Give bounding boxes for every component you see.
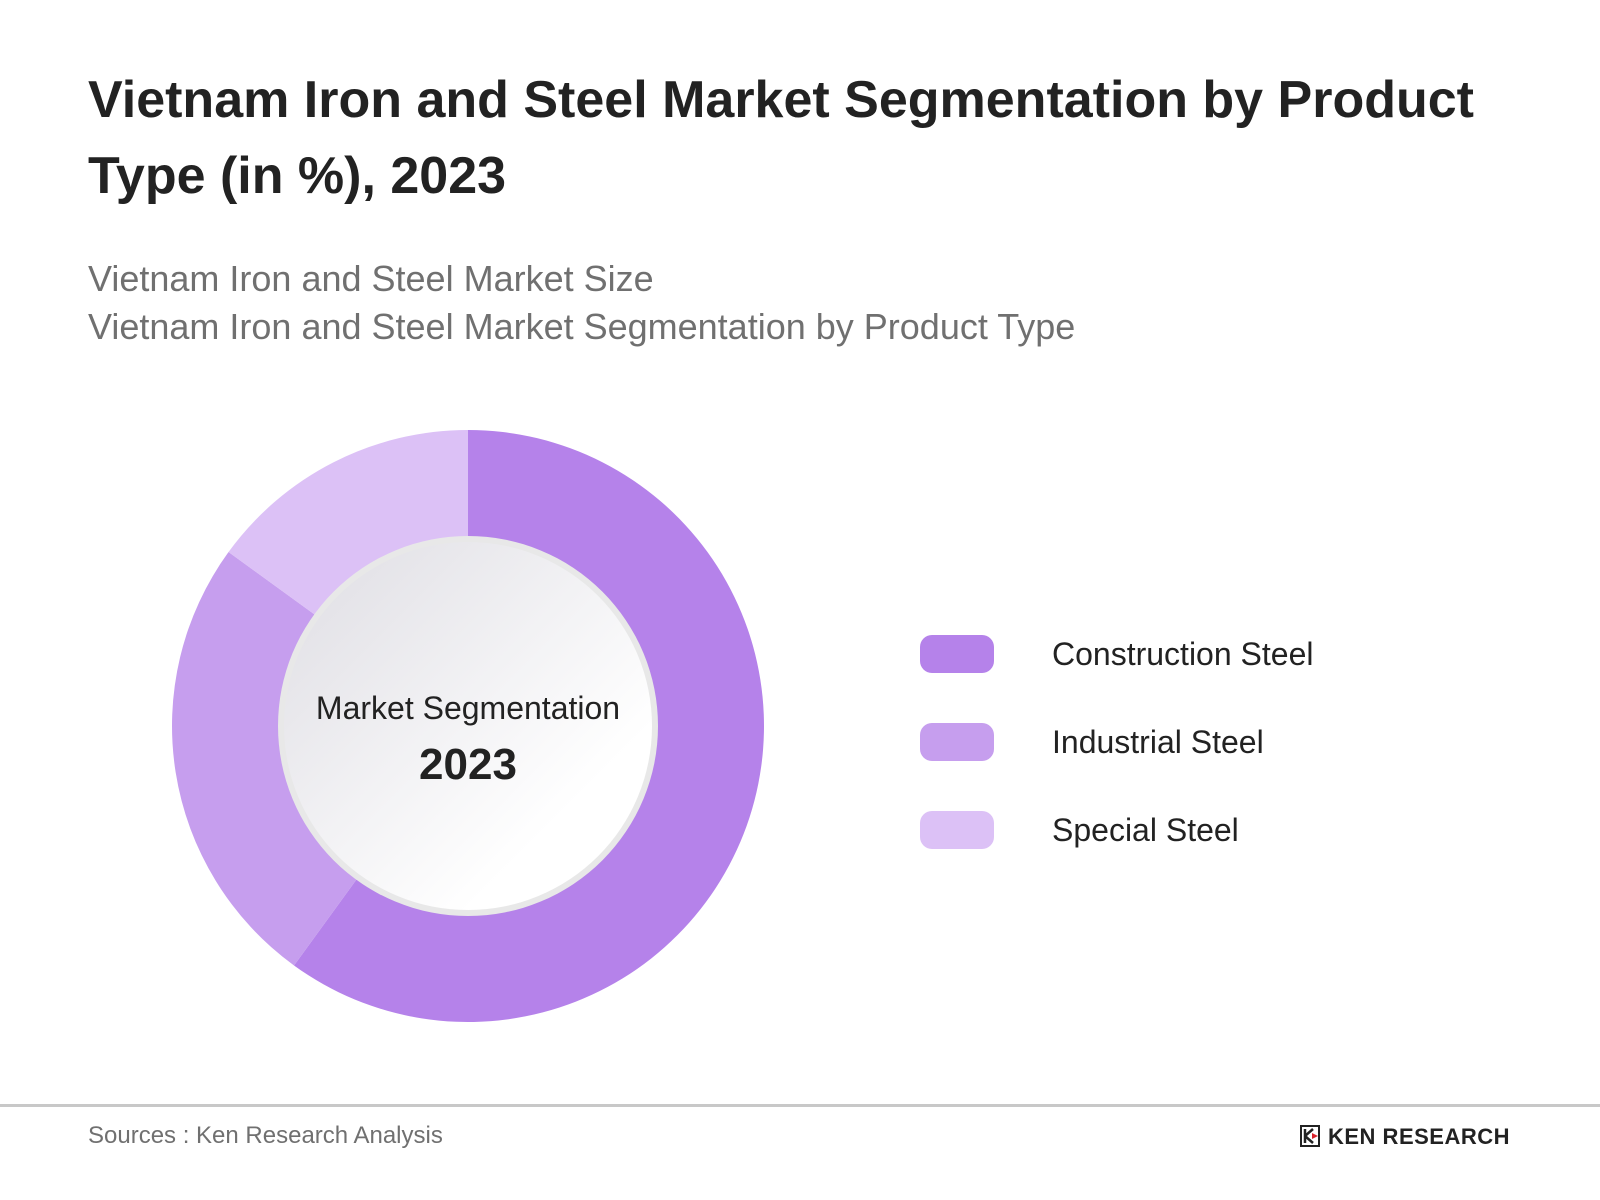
legend-label: Special Steel xyxy=(1052,811,1239,848)
logo-text: KEN RESEARCH xyxy=(1328,1124,1511,1149)
slice-industrial-steel xyxy=(172,552,359,966)
logo-k-icon xyxy=(1300,1125,1320,1147)
legend-swatch xyxy=(920,635,994,673)
slice-special-steel xyxy=(228,430,468,617)
legend-swatch xyxy=(920,811,994,849)
legend-swatch xyxy=(920,723,994,761)
legend: Construction Steel Industrial Steel Spec… xyxy=(920,610,1313,874)
legend-item: Special Steel xyxy=(920,786,1313,874)
legend-label: Industrial Steel xyxy=(1052,723,1264,760)
slice-construction-steel xyxy=(294,430,764,1022)
donut-chart xyxy=(172,430,764,1022)
center-label: Market Segmentation xyxy=(315,690,621,726)
legend-item: Industrial Steel xyxy=(920,698,1313,786)
legend-item: Construction Steel xyxy=(920,610,1313,698)
center-disc xyxy=(284,542,652,910)
source-note: Sources : Ken Research Analysis xyxy=(88,1122,443,1149)
subtitle-segmentation: Vietnam Iron and Steel Market Segmentati… xyxy=(88,306,1076,347)
legend-label: Construction Steel xyxy=(1052,635,1314,672)
subtitle-market-size: Vietnam Iron and Steel Market Size xyxy=(88,258,654,299)
footer-divider xyxy=(0,1104,1600,1107)
ken-research-logo: KEN RESEARCH xyxy=(1300,1124,1510,1150)
chart-title: Vietnam Iron and Steel Market Segmentati… xyxy=(88,71,1474,205)
center-value: 2023 xyxy=(419,740,517,789)
